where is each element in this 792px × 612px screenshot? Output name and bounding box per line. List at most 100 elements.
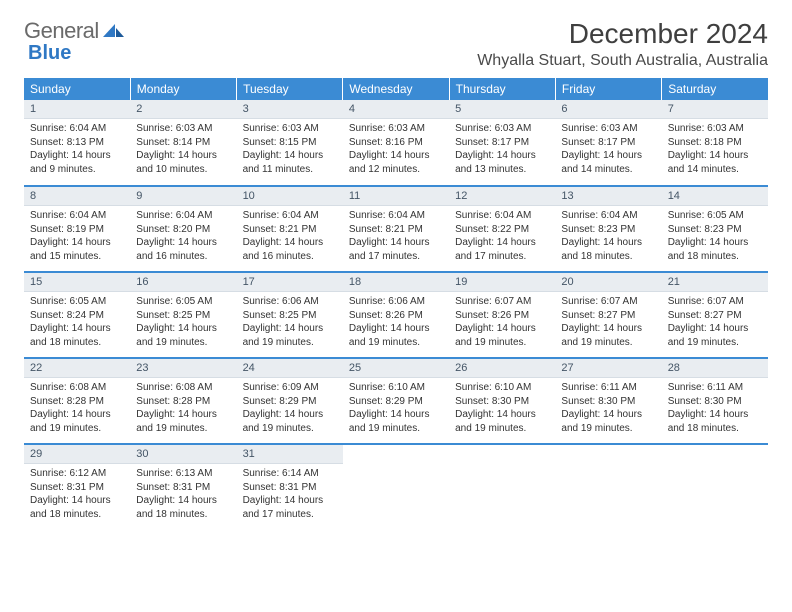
- calendar-week-row: 1Sunrise: 6:04 AMSunset: 8:13 PMDaylight…: [24, 100, 768, 186]
- calendar-cell: 4Sunrise: 6:03 AMSunset: 8:16 PMDaylight…: [343, 100, 449, 186]
- day-number: 28: [662, 359, 768, 378]
- calendar-cell: 3Sunrise: 6:03 AMSunset: 8:15 PMDaylight…: [237, 100, 343, 186]
- calendar-cell: ..: [449, 444, 555, 530]
- logo-sail-icon: [103, 18, 125, 44]
- day-details: Sunrise: 6:05 AMSunset: 8:25 PMDaylight:…: [130, 292, 236, 353]
- day-details: Sunrise: 6:04 AMSunset: 8:21 PMDaylight:…: [237, 206, 343, 267]
- calendar-week-row: 22Sunrise: 6:08 AMSunset: 8:28 PMDayligh…: [24, 358, 768, 444]
- calendar-cell: ..: [343, 444, 449, 530]
- calendar-cell: 1Sunrise: 6:04 AMSunset: 8:13 PMDaylight…: [24, 100, 130, 186]
- calendar-cell: 30Sunrise: 6:13 AMSunset: 8:31 PMDayligh…: [130, 444, 236, 530]
- day-number: 6: [555, 100, 661, 119]
- calendar-week-row: 15Sunrise: 6:05 AMSunset: 8:24 PMDayligh…: [24, 272, 768, 358]
- day-number: 2: [130, 100, 236, 119]
- calendar-cell: 21Sunrise: 6:07 AMSunset: 8:27 PMDayligh…: [662, 272, 768, 358]
- calendar-cell: 28Sunrise: 6:11 AMSunset: 8:30 PMDayligh…: [662, 358, 768, 444]
- calendar-cell: 31Sunrise: 6:14 AMSunset: 8:31 PMDayligh…: [237, 444, 343, 530]
- day-details: Sunrise: 6:04 AMSunset: 8:22 PMDaylight:…: [449, 206, 555, 267]
- calendar-cell: 25Sunrise: 6:10 AMSunset: 8:29 PMDayligh…: [343, 358, 449, 444]
- day-number: 23: [130, 359, 236, 378]
- title-block: December 2024 Whyalla Stuart, South Aust…: [477, 18, 768, 70]
- header: General December 2024 Whyalla Stuart, So…: [24, 18, 768, 70]
- day-details: Sunrise: 6:13 AMSunset: 8:31 PMDaylight:…: [130, 464, 236, 525]
- calendar-cell: 23Sunrise: 6:08 AMSunset: 8:28 PMDayligh…: [130, 358, 236, 444]
- weekday-header: Tuesday: [237, 78, 343, 100]
- day-details: Sunrise: 6:04 AMSunset: 8:19 PMDaylight:…: [24, 206, 130, 267]
- calendar-cell: 13Sunrise: 6:04 AMSunset: 8:23 PMDayligh…: [555, 186, 661, 272]
- calendar-cell: 18Sunrise: 6:06 AMSunset: 8:26 PMDayligh…: [343, 272, 449, 358]
- calendar-cell: 17Sunrise: 6:06 AMSunset: 8:25 PMDayligh…: [237, 272, 343, 358]
- day-details: Sunrise: 6:06 AMSunset: 8:25 PMDaylight:…: [237, 292, 343, 353]
- calendar-cell: 29Sunrise: 6:12 AMSunset: 8:31 PMDayligh…: [24, 444, 130, 530]
- calendar-cell: 5Sunrise: 6:03 AMSunset: 8:17 PMDaylight…: [449, 100, 555, 186]
- day-number: 16: [130, 273, 236, 292]
- day-details: Sunrise: 6:10 AMSunset: 8:29 PMDaylight:…: [343, 378, 449, 439]
- calendar-cell: 7Sunrise: 6:03 AMSunset: 8:18 PMDaylight…: [662, 100, 768, 186]
- weekday-header: Saturday: [662, 78, 768, 100]
- calendar-cell: 15Sunrise: 6:05 AMSunset: 8:24 PMDayligh…: [24, 272, 130, 358]
- day-number: 1: [24, 100, 130, 119]
- weekday-header: Thursday: [449, 78, 555, 100]
- day-details: Sunrise: 6:05 AMSunset: 8:24 PMDaylight:…: [24, 292, 130, 353]
- day-details: Sunrise: 6:12 AMSunset: 8:31 PMDaylight:…: [24, 464, 130, 525]
- calendar-cell: 9Sunrise: 6:04 AMSunset: 8:20 PMDaylight…: [130, 186, 236, 272]
- day-number: 18: [343, 273, 449, 292]
- weekday-header-row: Sunday Monday Tuesday Wednesday Thursday…: [24, 78, 768, 100]
- day-details: Sunrise: 6:08 AMSunset: 8:28 PMDaylight:…: [24, 378, 130, 439]
- day-details: Sunrise: 6:09 AMSunset: 8:29 PMDaylight:…: [237, 378, 343, 439]
- month-title: December 2024: [477, 18, 768, 50]
- day-details: Sunrise: 6:04 AMSunset: 8:23 PMDaylight:…: [555, 206, 661, 267]
- day-number: 29: [24, 445, 130, 464]
- day-number: 30: [130, 445, 236, 464]
- calendar-table: Sunday Monday Tuesday Wednesday Thursday…: [24, 78, 768, 530]
- day-details: Sunrise: 6:07 AMSunset: 8:27 PMDaylight:…: [555, 292, 661, 353]
- logo: General: [24, 18, 125, 44]
- logo-text-general: General: [24, 18, 99, 44]
- calendar-week-row: 8Sunrise: 6:04 AMSunset: 8:19 PMDaylight…: [24, 186, 768, 272]
- day-number: 12: [449, 187, 555, 206]
- calendar-cell: 12Sunrise: 6:04 AMSunset: 8:22 PMDayligh…: [449, 186, 555, 272]
- calendar-cell: 6Sunrise: 6:03 AMSunset: 8:17 PMDaylight…: [555, 100, 661, 186]
- day-details: Sunrise: 6:14 AMSunset: 8:31 PMDaylight:…: [237, 464, 343, 525]
- calendar-cell: ..: [662, 444, 768, 530]
- day-number: 15: [24, 273, 130, 292]
- day-details: Sunrise: 6:11 AMSunset: 8:30 PMDaylight:…: [662, 378, 768, 439]
- day-details: Sunrise: 6:03 AMSunset: 8:18 PMDaylight:…: [662, 119, 768, 180]
- calendar-cell: 2Sunrise: 6:03 AMSunset: 8:14 PMDaylight…: [130, 100, 236, 186]
- day-number: 8: [24, 187, 130, 206]
- day-details: Sunrise: 6:04 AMSunset: 8:13 PMDaylight:…: [24, 119, 130, 180]
- day-number: 10: [237, 187, 343, 206]
- day-number: 25: [343, 359, 449, 378]
- day-number: 11: [343, 187, 449, 206]
- day-details: Sunrise: 6:03 AMSunset: 8:17 PMDaylight:…: [449, 119, 555, 180]
- location-subtitle: Whyalla Stuart, South Australia, Austral…: [477, 52, 768, 70]
- day-number: 26: [449, 359, 555, 378]
- weekday-header: Monday: [130, 78, 236, 100]
- calendar-cell: 24Sunrise: 6:09 AMSunset: 8:29 PMDayligh…: [237, 358, 343, 444]
- calendar-cell: 10Sunrise: 6:04 AMSunset: 8:21 PMDayligh…: [237, 186, 343, 272]
- weekday-header: Wednesday: [343, 78, 449, 100]
- day-details: Sunrise: 6:08 AMSunset: 8:28 PMDaylight:…: [130, 378, 236, 439]
- day-details: Sunrise: 6:11 AMSunset: 8:30 PMDaylight:…: [555, 378, 661, 439]
- calendar-cell: 27Sunrise: 6:11 AMSunset: 8:30 PMDayligh…: [555, 358, 661, 444]
- day-number: 14: [662, 187, 768, 206]
- day-details: Sunrise: 6:05 AMSunset: 8:23 PMDaylight:…: [662, 206, 768, 267]
- calendar-cell: 16Sunrise: 6:05 AMSunset: 8:25 PMDayligh…: [130, 272, 236, 358]
- weekday-header: Sunday: [24, 78, 130, 100]
- day-number: 19: [449, 273, 555, 292]
- day-details: Sunrise: 6:10 AMSunset: 8:30 PMDaylight:…: [449, 378, 555, 439]
- calendar-cell: 20Sunrise: 6:07 AMSunset: 8:27 PMDayligh…: [555, 272, 661, 358]
- weekday-header: Friday: [555, 78, 661, 100]
- day-number: 7: [662, 100, 768, 119]
- day-number: 4: [343, 100, 449, 119]
- logo-text-blue: Blue: [28, 42, 71, 65]
- day-number: 17: [237, 273, 343, 292]
- day-details: Sunrise: 6:07 AMSunset: 8:26 PMDaylight:…: [449, 292, 555, 353]
- day-details: Sunrise: 6:04 AMSunset: 8:21 PMDaylight:…: [343, 206, 449, 267]
- day-number: 27: [555, 359, 661, 378]
- day-details: Sunrise: 6:07 AMSunset: 8:27 PMDaylight:…: [662, 292, 768, 353]
- day-number: 13: [555, 187, 661, 206]
- calendar-cell: ..: [555, 444, 661, 530]
- day-number: 5: [449, 100, 555, 119]
- day-number: 21: [662, 273, 768, 292]
